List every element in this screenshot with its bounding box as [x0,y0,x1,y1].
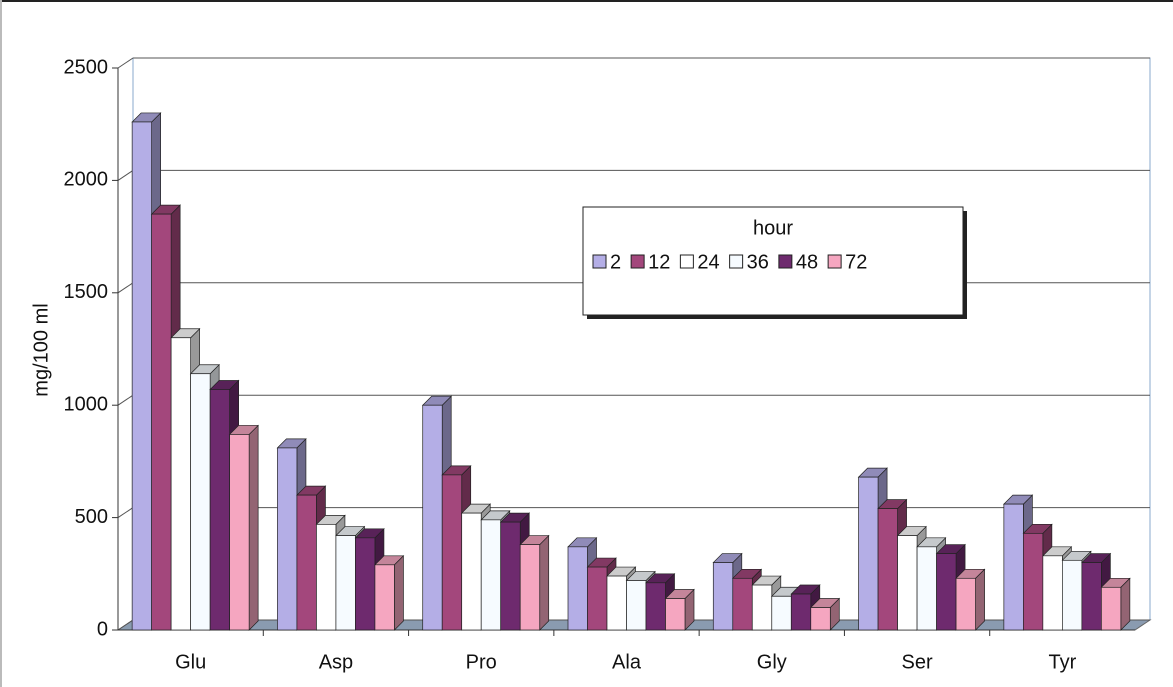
bar [858,476,879,631]
bar-side [394,554,404,631]
legend: hour 2 12 24 36 48 72 [582,206,964,316]
bar [151,213,172,631]
x-tick-label: Tyr [1048,651,1076,673]
bar [567,546,588,631]
bar [877,508,898,631]
x-tick-label: Ser [902,651,933,673]
bar [645,582,666,631]
bar [190,373,211,631]
bar [1081,562,1102,631]
bar [374,564,395,631]
bar [665,598,686,631]
legend-label: 36 [747,251,769,273]
bar [916,546,937,631]
grid-diag [117,394,134,406]
bar [1101,586,1122,631]
x-tick-label: Glu [175,651,206,673]
bar [480,519,502,631]
legend-swatch [778,254,793,269]
bar [296,494,317,631]
grid-diag [117,507,134,519]
bar [277,447,298,631]
legend-swatch [592,254,607,269]
y-tick-label: 2500 [64,56,109,78]
bar [441,474,463,631]
bar [461,512,482,631]
bar [790,593,812,631]
grid-diag [117,619,134,631]
legend-label: 72 [845,251,867,273]
x-tick-label: Ala [612,651,642,673]
bar [936,553,957,631]
bar [422,404,443,631]
grid-diag [117,282,134,294]
x-tick-label: Asp [319,651,353,673]
y-tick-label: 2000 [64,169,109,191]
bar-side [539,534,550,631]
y-tick-label: 500 [75,506,108,528]
legend-label: 2 [610,251,621,273]
bar [519,544,541,631]
legend-swatch [630,254,645,269]
bar [626,580,647,631]
grid-diag [117,169,134,181]
bar [1003,503,1024,631]
legend-swatch [729,254,744,269]
bar [1042,555,1063,631]
bar [170,337,191,631]
y-tick-label: 1000 [64,393,109,415]
bar [955,577,976,631]
y-axis-label: mg/100 ml [30,303,52,396]
bar [355,537,376,631]
legend-label: 48 [796,251,818,273]
bar [500,521,521,631]
bar [751,584,773,631]
legend-box [582,206,964,316]
bar-side [248,424,259,631]
bar [335,535,356,631]
legend-swatch [679,254,694,269]
bar-side [975,568,985,631]
bar [897,535,918,631]
y-tick-label: 1500 [64,281,109,303]
legend-label: 12 [648,251,670,273]
legend-label: 24 [697,251,719,273]
bar [712,562,734,631]
grid-diag [117,57,134,69]
bar [771,595,792,631]
bar [732,577,753,631]
bar [229,434,250,631]
bar [606,575,627,631]
bar [1062,559,1083,631]
bar [209,389,230,631]
legend-title: hour [753,217,793,239]
x-tick-label: Gly [757,651,787,673]
y-tick-label: 0 [97,618,108,640]
bar [1023,532,1044,631]
legend-swatch [827,254,842,269]
bar [316,523,337,631]
bar [587,566,608,631]
bar [810,607,831,631]
bar [131,121,152,631]
x-tick-label: Pro [466,651,497,673]
